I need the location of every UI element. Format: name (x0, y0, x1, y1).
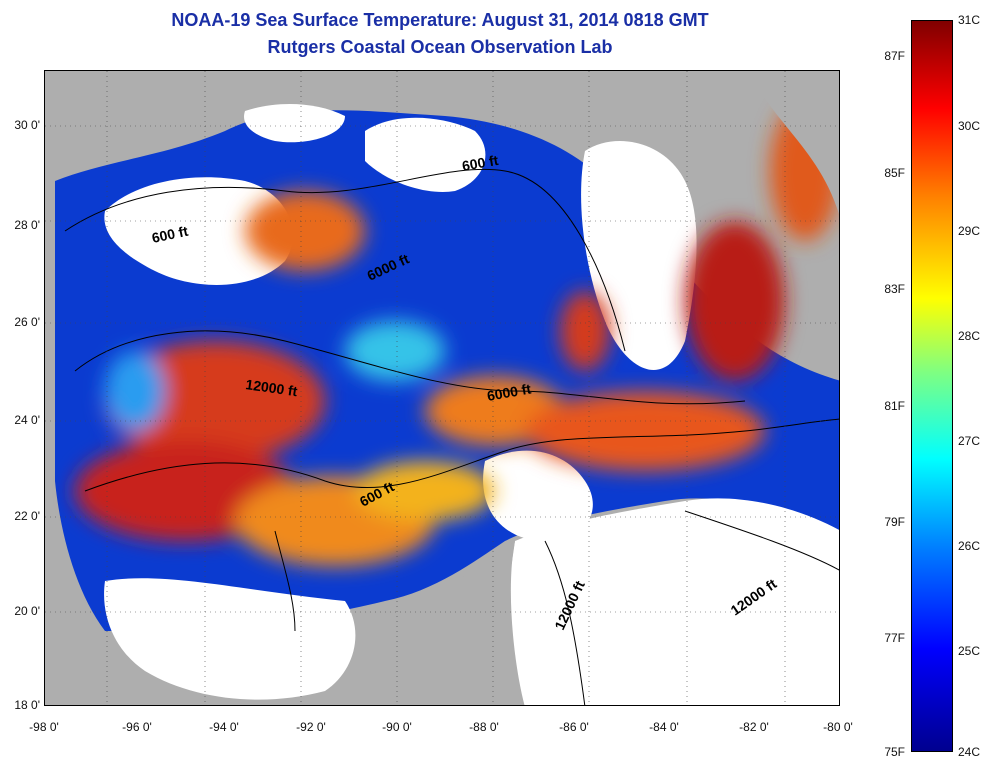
lon-label: -80 0' (823, 720, 853, 734)
lon-label: -90 0' (382, 720, 412, 734)
contour-label: 600 ft (461, 152, 500, 174)
map-title: NOAA-19 Sea Surface Temperature: August … (171, 10, 709, 30)
lon-label: -98 0' (29, 720, 59, 734)
colorbar-c-label: 29C (958, 224, 981, 238)
colorbar-c-label: 24C (958, 745, 981, 759)
lat-label: 28 0' (14, 218, 40, 232)
contour-label: 6000 ft (486, 380, 533, 404)
lon-label: -84 0' (649, 720, 679, 734)
colorbar-f-label: 83F (884, 282, 905, 296)
lon-label: -94 0' (209, 720, 239, 734)
lon-label: -96 0' (122, 720, 152, 734)
lat-label: 30 0' (14, 118, 40, 132)
lat-label: 20 0' (14, 604, 40, 618)
sst-map: 600 ft 6000 ft 12000 ft 6000 ft 600 ft 6… (44, 70, 840, 706)
colorbar-f-label: 77F (884, 631, 905, 645)
cloud-cover (104, 104, 839, 705)
lat-label: 26 0' (14, 315, 40, 329)
warm-sst-patches (75, 101, 839, 566)
contour-label: 12000 ft (245, 376, 299, 399)
colorbar-c-label: 26C (958, 539, 981, 553)
lat-label: 22 0' (14, 509, 40, 523)
bathymetry-contours (64, 168, 839, 705)
map-subtitle: Rutgers Coastal Ocean Observation Lab (267, 37, 613, 57)
colorbar-f-label: 81F (884, 399, 905, 413)
lat-label: 24 0' (14, 413, 40, 427)
colorbar-c-label: 31C (958, 13, 981, 27)
lon-label: -92 0' (296, 720, 326, 734)
colorbar-c-label: 25C (958, 644, 981, 658)
colorbar-c-label: 27C (958, 434, 981, 448)
lon-label: -82 0' (739, 720, 769, 734)
colorbar-f-label: 87F (884, 49, 905, 63)
lon-label: -86 0' (559, 720, 589, 734)
temperature-colorbar (911, 20, 953, 752)
land-masses (375, 71, 839, 705)
colorbar-f-label: 79F (884, 515, 905, 529)
sst-map-image: 600 ft 6000 ft 12000 ft 6000 ft 600 ft 6… (45, 71, 839, 705)
colorbar-c-label: 28C (958, 329, 981, 343)
colorbar-f-label: 85F (884, 166, 905, 180)
colorbar-f-label: 75F (884, 745, 905, 759)
lat-label: 18 0' (14, 698, 40, 712)
lon-label: -88 0' (469, 720, 499, 734)
contour-label: 600 ft (150, 223, 189, 246)
lat-lon-grid (45, 71, 839, 705)
colorbar-c-label: 30C (958, 119, 981, 133)
